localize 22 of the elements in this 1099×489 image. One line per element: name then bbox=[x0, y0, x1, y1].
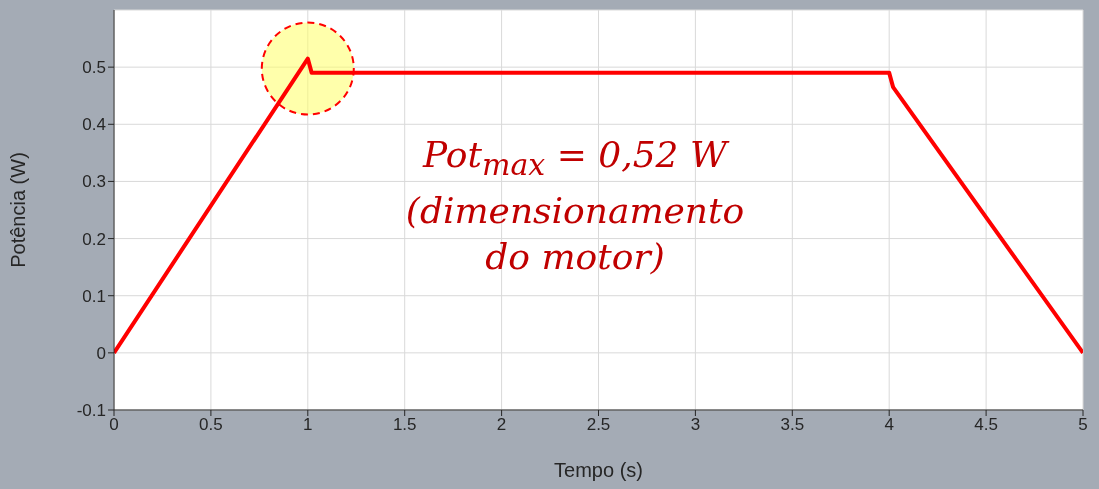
y-tick-label: 0.4 bbox=[82, 115, 106, 135]
x-axis-title: Tempo (s) bbox=[554, 459, 643, 481]
y-tick-label: 0.5 bbox=[82, 58, 106, 78]
annotation: Pot$_{max}$ = 0,52 W (dimensionamento do motor) bbox=[404, 133, 746, 280]
x-tick-label: 3.5 bbox=[780, 415, 805, 435]
y-tick-label: 0.2 bbox=[82, 229, 106, 249]
x-tick-label: 0.5 bbox=[199, 415, 223, 435]
x-tick-label: 5 bbox=[1078, 415, 1088, 435]
x-tick-label: 4 bbox=[884, 415, 894, 435]
x-tick-label: 1 bbox=[303, 415, 313, 435]
line-series bbox=[114, 56, 1083, 355]
x-tick-label: 4.5 bbox=[974, 415, 998, 435]
y-tick-label: 0.1 bbox=[82, 286, 106, 306]
x-tick-label: 1.5 bbox=[392, 415, 417, 435]
x-tick-label: 2.5 bbox=[586, 415, 611, 435]
y-axis-title: Potência (W) bbox=[7, 152, 30, 268]
y-tick-label: -0.1 bbox=[76, 401, 106, 421]
x-tick-label: 3 bbox=[690, 415, 701, 435]
y-tick-label: 0 bbox=[96, 343, 106, 363]
y-tick-label: 0.3 bbox=[82, 172, 106, 192]
x-tick-label: 0 bbox=[109, 415, 119, 435]
x-tick-label: 2 bbox=[496, 415, 507, 435]
